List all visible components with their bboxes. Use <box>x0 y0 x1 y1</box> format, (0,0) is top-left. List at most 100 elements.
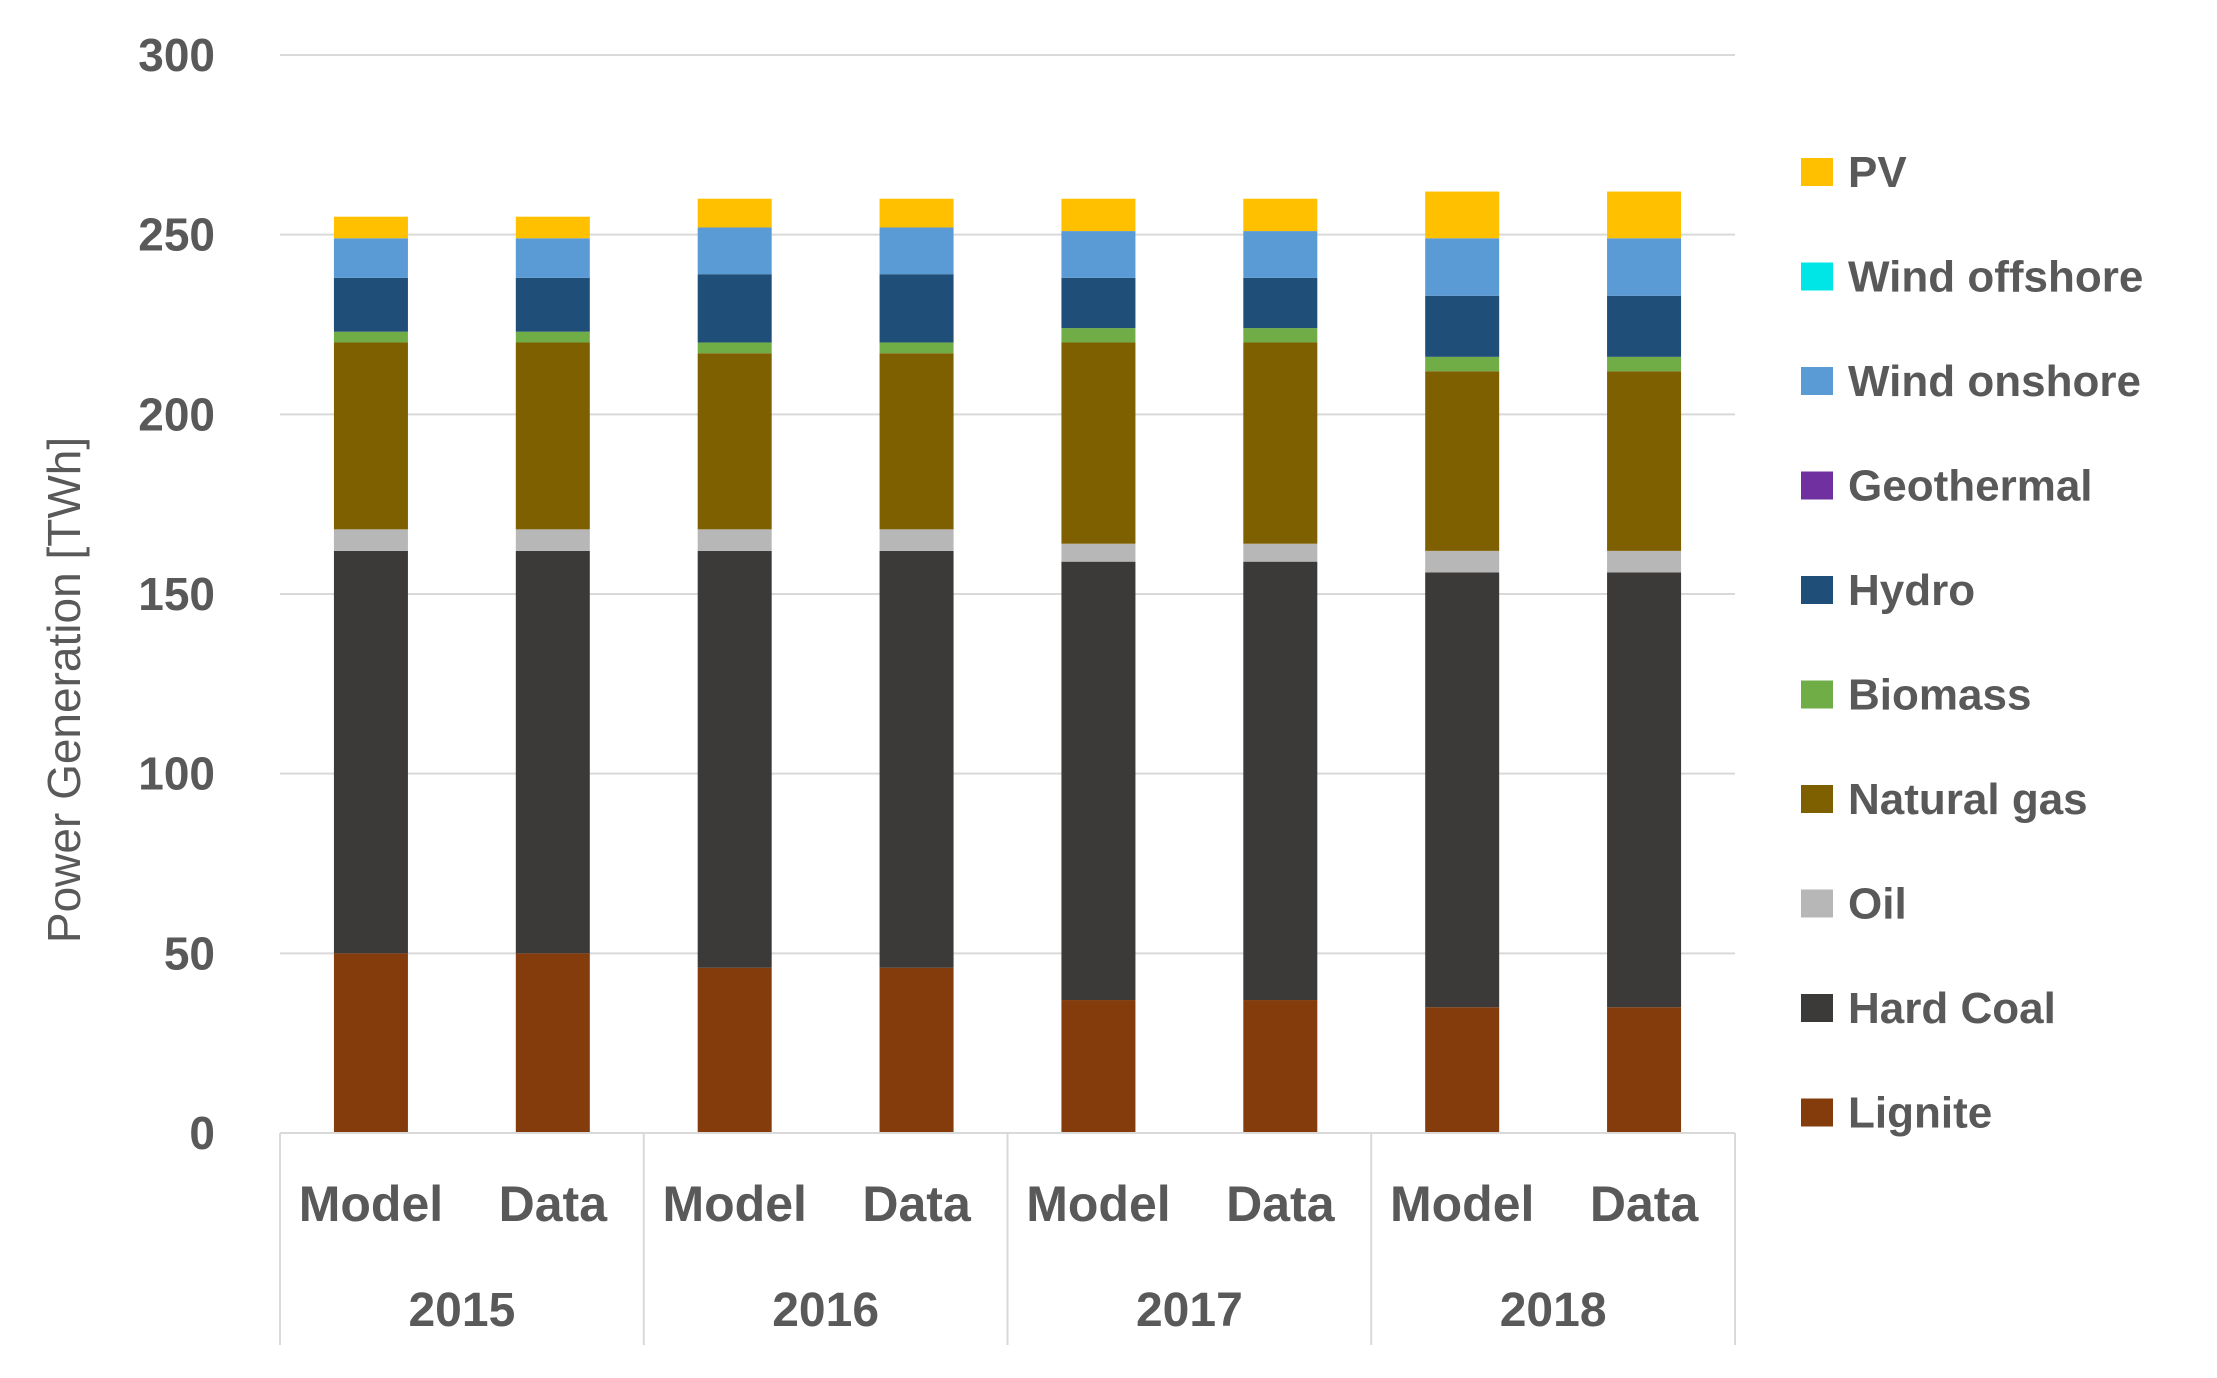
bar-segment-hard-coal <box>515 550 590 954</box>
bar-segment-lignite <box>1061 1000 1136 1133</box>
legend-label: Wind offshore <box>1848 253 2143 302</box>
x-category-label: Model <box>1390 1176 1534 1232</box>
x-category-label: Data <box>1590 1176 1700 1232</box>
bar-segment-lignite <box>1243 1000 1318 1133</box>
legend-swatch <box>1801 680 1833 709</box>
legend-label: Hydro <box>1848 566 1975 615</box>
legend-item: Hard Coal <box>1801 984 2056 1033</box>
bar-segment-pv <box>1061 198 1136 232</box>
legend-item: Wind onshore <box>1801 357 2141 406</box>
bar-segment-natural-gas <box>697 353 772 530</box>
gridlines <box>280 54 1735 955</box>
bar-segment-lignite <box>697 967 772 1133</box>
bar-segment-hard-coal <box>879 550 954 968</box>
y-tick-label: 50 <box>164 927 215 979</box>
bar-segment-pv <box>1607 191 1682 239</box>
legend-swatch <box>1801 1098 1833 1127</box>
x-axis: Model Data 2015 Model Data 2016 Model Data 2017 M… <box>279 1132 1736 1345</box>
bar-segment-hard-coal <box>1243 561 1318 1001</box>
bar-segment-oil <box>333 529 408 551</box>
bar-segment-natural-gas <box>333 342 408 530</box>
x-category-label: Model <box>1026 1176 1170 1232</box>
y-tick-label: 200 <box>138 388 215 440</box>
legend-label: Biomass <box>1848 671 2031 720</box>
bar-segment-biomass <box>333 331 408 343</box>
x-year-label: 2015 <box>408 1284 515 1337</box>
x-category-label: Data <box>499 1176 609 1232</box>
legend-swatch <box>1801 785 1833 813</box>
bar-segment-hard-coal <box>1425 572 1500 1008</box>
y-axis-ticks: 0 50 100 150 200 250 300 <box>138 29 215 1159</box>
legend-label: Geothermal <box>1848 462 2093 511</box>
bar-segment-natural-gas <box>1607 371 1682 551</box>
x-year-label: 2016 <box>772 1284 879 1337</box>
y-tick-label: 0 <box>189 1107 215 1159</box>
y-tick-label: 250 <box>138 209 215 261</box>
bar-segment-biomass <box>1607 356 1682 372</box>
bar-segment-hydro <box>1243 277 1318 329</box>
bar-segment-oil <box>515 529 590 551</box>
bar-segment-hydro <box>879 274 954 343</box>
bar-segment-biomass <box>879 342 954 354</box>
bar-segment-biomass <box>1061 328 1136 343</box>
bar-segment-natural-gas <box>879 353 954 530</box>
bar-segment-wind-onshore <box>515 238 590 278</box>
bar-segment-hard-coal <box>1607 572 1682 1008</box>
bar-segment-biomass <box>1243 328 1318 343</box>
bar-segment-hydro <box>1607 295 1682 357</box>
bar-segment-oil <box>1425 550 1500 573</box>
legend-swatch <box>1801 994 1833 1022</box>
legend-item: Hydro <box>1801 566 1975 615</box>
legend-swatch <box>1801 889 1833 918</box>
bar-segment-hard-coal <box>697 550 772 968</box>
legend-item: Natural gas <box>1801 775 2088 824</box>
bar-segment-hard-coal <box>333 550 408 954</box>
bar-segment-biomass <box>697 342 772 354</box>
bar-segment-natural-gas <box>1243 342 1318 544</box>
bar-segment-wind-onshore <box>1425 238 1500 296</box>
bar-segment-oil <box>697 529 772 551</box>
bar-segment-biomass <box>1425 356 1500 372</box>
legend-item: Geothermal <box>1801 462 2093 511</box>
bar-segment-lignite <box>333 953 408 1133</box>
legend-item: Lignite <box>1801 1089 1992 1138</box>
bar-segment-hydro <box>697 274 772 343</box>
bar-segment-pv <box>515 216 590 239</box>
bar-segment-wind-onshore <box>879 227 954 275</box>
legend-label: Oil <box>1848 880 1907 929</box>
bar-segment-pv <box>1243 198 1318 232</box>
bar-segment-hydro <box>515 277 590 332</box>
bar-segment-wind-onshore <box>697 227 772 275</box>
bar-segment-biomass <box>515 331 590 343</box>
bar-segment-pv <box>1425 191 1500 239</box>
bar-segment-oil <box>879 529 954 551</box>
bar-segment-lignite <box>515 953 590 1133</box>
bar-segment-pv <box>697 198 772 228</box>
legend-label: Natural gas <box>1848 775 2088 824</box>
bar-segment-lignite <box>1425 1007 1500 1133</box>
legend-label: Wind onshore <box>1848 357 2141 406</box>
bar-segment-oil <box>1607 550 1682 573</box>
x-category-label: Model <box>299 1176 443 1232</box>
bar-segment-natural-gas <box>1425 371 1500 551</box>
legend: PV Wind offshore Wind onshore Geothermal Hyd… <box>1801 148 2143 1138</box>
bar-segment-hydro <box>1061 277 1136 329</box>
legend-item: Wind offshore <box>1801 253 2143 302</box>
legend-label: Hard Coal <box>1848 984 2056 1033</box>
bar-segment-lignite <box>879 967 954 1133</box>
x-year-label: 2017 <box>1136 1284 1243 1337</box>
legend-item: Biomass <box>1801 671 2031 720</box>
x-year-label: 2018 <box>1500 1284 1607 1337</box>
legend-swatch <box>1801 471 1833 500</box>
y-tick-label: 100 <box>138 748 215 800</box>
bar-segment-natural-gas <box>1061 342 1136 544</box>
x-category-label: Data <box>862 1176 972 1232</box>
legend-swatch <box>1801 576 1833 604</box>
legend-item: PV <box>1801 148 1907 197</box>
legend-label: PV <box>1848 148 1907 197</box>
x-category-label: Model <box>662 1176 806 1232</box>
legend-swatch <box>1801 158 1833 186</box>
bar-segment-pv <box>879 198 954 228</box>
bar-segment-lignite <box>1607 1007 1682 1133</box>
